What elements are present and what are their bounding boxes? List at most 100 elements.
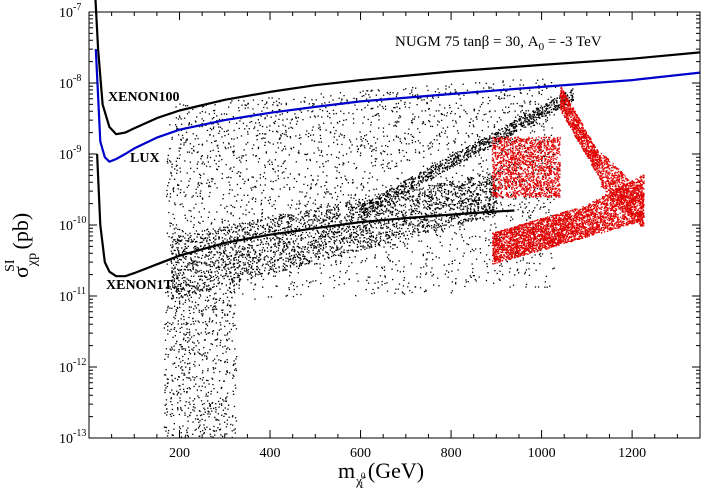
scatter-point — [451, 216, 453, 218]
scatter-point — [329, 211, 331, 213]
scatter-point — [171, 294, 174, 296]
scatter-point — [363, 225, 365, 227]
scatter-point — [195, 121, 197, 123]
scatter-point — [414, 225, 416, 227]
scatter-point — [466, 219, 468, 221]
scatter-point — [286, 118, 288, 120]
scatter-point — [390, 211, 392, 213]
scatter-point — [523, 100, 525, 102]
scatter-point — [343, 135, 346, 137]
scatter-point — [314, 116, 316, 118]
scatter-point — [416, 210, 418, 212]
scatter-point — [264, 133, 266, 135]
scatter-point — [379, 237, 381, 239]
scatter-point — [412, 229, 415, 231]
scatter-point — [298, 152, 300, 154]
scatter-point — [237, 225, 239, 227]
scatter-point — [210, 271, 212, 273]
scatter-point — [213, 264, 215, 267]
scatter-point — [182, 256, 184, 258]
scatter-point — [375, 198, 377, 200]
scatter-point — [250, 228, 252, 230]
scatter-point — [369, 96, 371, 98]
scatter-point — [241, 104, 243, 106]
scatter-point — [339, 248, 341, 250]
scatter-point — [242, 267, 244, 269]
scatter-point — [206, 262, 208, 264]
scatter-point — [301, 262, 304, 264]
scatter-point — [502, 273, 504, 276]
scatter-point — [483, 87, 485, 89]
scatter-point — [194, 281, 196, 283]
scatter-point — [430, 189, 432, 191]
scatter-point — [267, 216, 269, 218]
scatter-point — [446, 270, 448, 272]
scatter-point — [184, 195, 186, 198]
scatter-point — [520, 111, 522, 113]
scatter-point — [472, 182, 474, 185]
scatter-point — [222, 260, 224, 262]
scatter-point — [196, 253, 198, 255]
scatter-point — [414, 227, 416, 230]
scatter-point — [181, 265, 183, 267]
scatter-point — [485, 206, 487, 208]
scatter-point — [287, 226, 289, 228]
scatter-point — [455, 195, 457, 197]
scatter-point — [387, 215, 390, 217]
scatter-point — [316, 230, 319, 232]
scatter-point — [302, 255, 304, 257]
scatter-point — [467, 281, 469, 283]
scatter-point — [299, 254, 301, 256]
scatter-point — [218, 281, 221, 283]
scatter-point — [289, 122, 291, 124]
scatter-point — [259, 269, 261, 271]
scatter-point — [244, 262, 246, 264]
scatter-point — [340, 222, 342, 224]
scatter-point — [257, 161, 260, 163]
scatter-point — [343, 238, 345, 240]
scatter-point — [264, 144, 266, 146]
scatter-point — [191, 147, 193, 150]
scatter-point — [498, 278, 500, 280]
scatter-point — [172, 286, 174, 288]
scatter-point — [219, 251, 221, 253]
scatter-point — [517, 209, 519, 211]
scatter-point — [293, 98, 295, 101]
scatter-point — [398, 219, 400, 221]
scatter-point — [304, 196, 306, 198]
scatter-point — [320, 248, 322, 250]
scatter-point — [477, 192, 479, 195]
scatter-point — [394, 292, 396, 294]
scatter-point — [181, 274, 183, 276]
scatter-point — [402, 241, 404, 244]
scatter-point — [177, 289, 179, 292]
scatter-point — [409, 200, 411, 202]
scatter-point — [250, 116, 252, 118]
scatter-point — [242, 246, 244, 248]
scatter-point — [461, 236, 463, 238]
scatter-point — [380, 153, 383, 155]
scatter-point — [271, 205, 273, 207]
scatter-point — [310, 245, 312, 247]
scatter-point — [399, 240, 401, 242]
scatter-point — [302, 216, 304, 219]
scatter-point — [528, 217, 530, 219]
scatter-point — [337, 247, 339, 249]
scatter-point — [178, 280, 180, 282]
scatter-point — [261, 125, 264, 128]
scatter-point — [437, 120, 439, 122]
scatter-point — [361, 140, 363, 142]
scatter-point — [277, 131, 279, 133]
scatter-point — [267, 250, 269, 252]
scatter-point — [179, 154, 181, 156]
scatter-point — [248, 266, 250, 268]
scatter-point — [403, 155, 405, 157]
scatter-point — [203, 173, 205, 175]
scatter-point — [259, 253, 261, 255]
scatter-point — [289, 264, 291, 267]
scatter-point — [451, 200, 453, 202]
scatter-point — [175, 253, 177, 255]
scatter-point — [414, 149, 417, 151]
scatter-point — [212, 228, 214, 230]
scatter-point — [307, 246, 309, 249]
